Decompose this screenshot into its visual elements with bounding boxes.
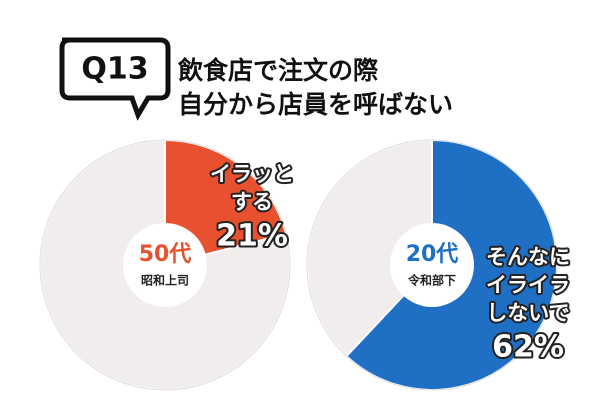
- question-line: 飲食店で注文の際: [177, 56, 378, 85]
- center-disc: [390, 223, 474, 307]
- value-label: 21%: [216, 219, 288, 254]
- question-line: 自分から店員を呼ばない: [178, 90, 453, 119]
- slice-label: イラッと: [210, 162, 294, 186]
- pie-rim: [39, 139, 291, 391]
- center-sublabel: 昭和上司: [141, 273, 189, 288]
- value-label: 62%: [492, 330, 564, 365]
- center-disc: [123, 223, 207, 307]
- slice-label: そんなに: [486, 245, 570, 269]
- badge-bubble: [59, 37, 171, 121]
- center-label: 20代: [406, 242, 459, 267]
- center-sublabel: 令和部下: [407, 273, 456, 288]
- slice-label: しないで: [486, 301, 569, 325]
- slice-label: イライラ: [486, 273, 570, 297]
- center-label: 50代: [139, 242, 192, 267]
- badge-text: Q13: [81, 52, 148, 87]
- slice-label: する: [231, 190, 273, 214]
- pie-rim: [306, 139, 558, 391]
